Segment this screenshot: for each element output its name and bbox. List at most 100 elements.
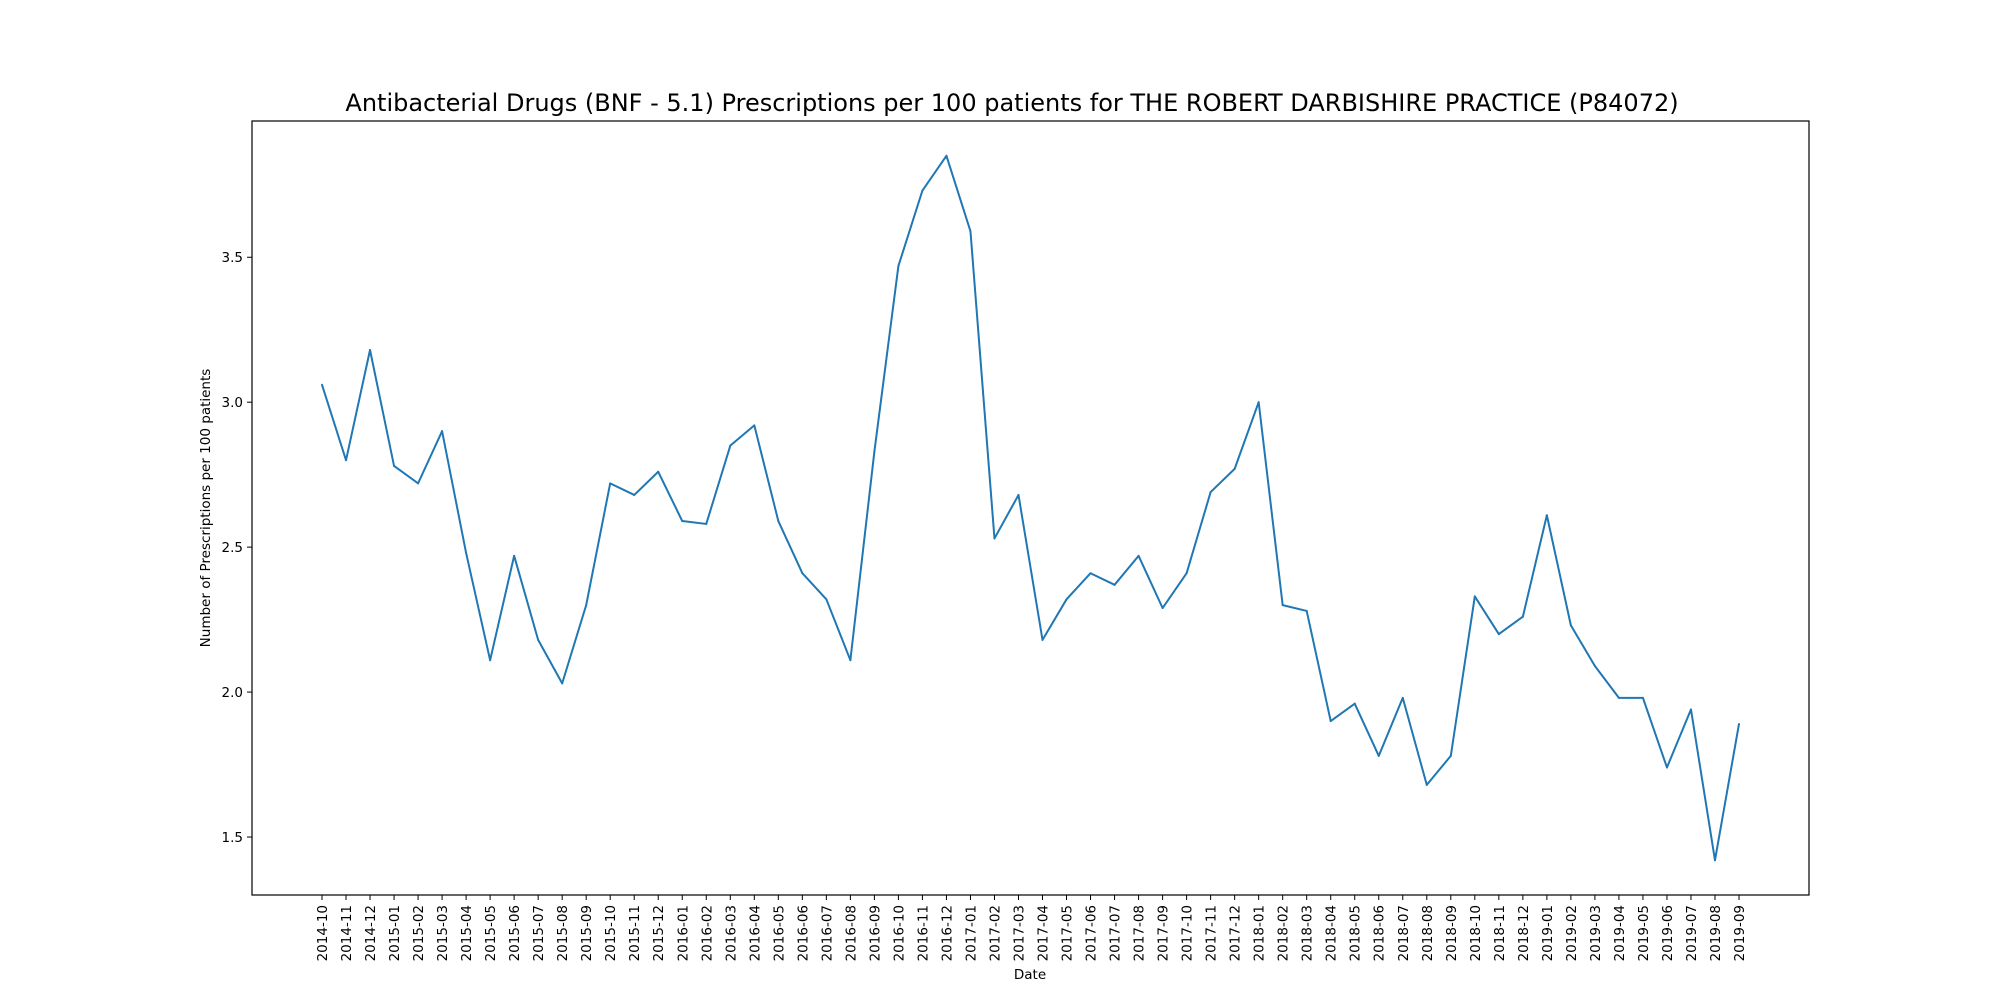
x-tick-label: 2016-04 [747, 905, 763, 961]
x-tick-label: 2018-08 [1420, 905, 1436, 961]
data-point [825, 598, 828, 601]
y-axis: 1.5 2.0 2.5 3.0 3.5 [222, 250, 252, 846]
x-tick-label: 2017-02 [987, 905, 1003, 961]
x-tick-label: 2019-03 [1588, 905, 1604, 961]
x-tick-label: 2015-01 [387, 905, 403, 961]
x-tick-label: 2019-02 [1564, 905, 1580, 961]
data-point [1641, 696, 1644, 699]
data-point [1161, 607, 1164, 610]
data-point [561, 682, 564, 685]
data-point [777, 520, 780, 523]
x-tick-label: 2017-06 [1084, 905, 1100, 961]
x-tick-label: 2018-01 [1252, 905, 1268, 961]
data-point [465, 551, 468, 554]
data-point [1185, 572, 1188, 575]
x-tick-label: 2017-11 [1204, 905, 1220, 961]
data-point [1689, 708, 1692, 711]
x-tick-label: 2015-06 [507, 905, 523, 961]
x-tick-label: 2015-12 [651, 905, 667, 961]
data-point [1305, 609, 1308, 612]
data-point [345, 459, 348, 462]
x-tick-label: 2016-01 [675, 905, 691, 961]
data-point [1377, 754, 1380, 757]
x-tick-label: 2016-06 [795, 905, 811, 961]
x-tick-label: 2018-10 [1468, 905, 1484, 961]
x-tick-label: 2014-12 [363, 905, 379, 961]
x-tick-label: 2017-05 [1060, 905, 1076, 961]
x-tick-label: 2017-08 [1132, 905, 1148, 961]
x-tick-label: 2018-06 [1372, 905, 1388, 961]
x-tick-label: 2015-04 [459, 905, 475, 961]
plot-area [321, 154, 1740, 862]
x-tick-label: 2017-10 [1180, 905, 1196, 961]
x-tick-label: 2017-04 [1036, 905, 1052, 961]
x-tick-label: 2016-07 [819, 905, 835, 961]
x-tick-label: 2018-11 [1492, 905, 1508, 961]
data-point [1329, 720, 1332, 723]
x-tick-label: 2018-07 [1396, 905, 1412, 961]
x-tick-label: 2019-08 [1708, 905, 1724, 961]
data-point [393, 464, 396, 467]
x-tick-label: 2016-09 [867, 905, 883, 961]
data-point [1593, 664, 1596, 667]
data-point [705, 522, 708, 525]
x-tick-label: 2016-12 [939, 905, 955, 961]
data-point [489, 659, 492, 662]
data-point [633, 493, 636, 496]
x-tick-label: 2019-09 [1732, 905, 1748, 961]
data-point [1738, 722, 1740, 725]
x-tick-label: 2018-12 [1516, 905, 1532, 961]
x-tick-label: 2019-01 [1540, 905, 1556, 961]
x-tick-label: 2015-11 [627, 905, 643, 961]
x-tick-label: 2019-07 [1684, 905, 1700, 961]
x-tick-label: 2017-12 [1228, 905, 1244, 961]
data-point [1497, 633, 1500, 636]
x-tick-label: 2017-09 [1156, 905, 1172, 961]
data-point [729, 444, 732, 447]
data-point [1425, 783, 1428, 786]
data-point [1209, 491, 1212, 494]
data-point [1401, 696, 1404, 699]
data-point [897, 264, 900, 267]
y-tick-label: 2.0 [222, 685, 243, 701]
data-point [1113, 583, 1116, 586]
x-tick-label: 2016-03 [723, 905, 739, 961]
data-point [993, 537, 996, 540]
x-tick-label: 2015-10 [603, 905, 619, 961]
x-tick-label: 2016-11 [915, 905, 931, 961]
data-point [585, 604, 588, 607]
y-tick-label: 3.5 [222, 250, 243, 266]
data-point [1713, 859, 1716, 862]
data-point [513, 554, 516, 557]
chart-title: Antibacterial Drugs (BNF - 5.1) Prescrip… [345, 89, 1678, 117]
series-line [321, 154, 1740, 862]
x-tick-label: 2015-07 [531, 905, 547, 961]
x-tick-label: 2018-03 [1300, 905, 1316, 961]
data-point [945, 154, 948, 157]
data-point [921, 189, 924, 192]
x-tick-label: 2018-05 [1348, 905, 1364, 961]
y-tick-label: 2.5 [222, 540, 243, 556]
data-point [1233, 467, 1236, 470]
data-point [873, 450, 876, 453]
data-point [1473, 595, 1476, 598]
x-tick-label: 2018-09 [1444, 905, 1460, 961]
y-tick-label: 3.0 [222, 395, 243, 411]
data-point [1665, 766, 1668, 769]
x-tick-label: 2016-02 [699, 905, 715, 961]
data-point [1353, 702, 1356, 705]
x-tick-label: 2019-06 [1660, 905, 1676, 961]
data-point [537, 638, 540, 641]
data-point [1569, 624, 1572, 627]
x-tick-label: 2015-02 [411, 905, 427, 961]
x-tick-label: 2015-05 [483, 905, 499, 961]
x-tick-label: 2014-10 [315, 905, 331, 961]
y-axis-label: Number of Prescriptions per 100 patients [198, 369, 214, 648]
x-tick-label: 2019-04 [1612, 905, 1628, 961]
x-tick-label: 2018-02 [1276, 905, 1292, 961]
x-tick-label: 2015-03 [435, 905, 451, 961]
plot-frame [251, 120, 1810, 896]
data-point [441, 430, 444, 433]
data-point [1137, 554, 1140, 557]
